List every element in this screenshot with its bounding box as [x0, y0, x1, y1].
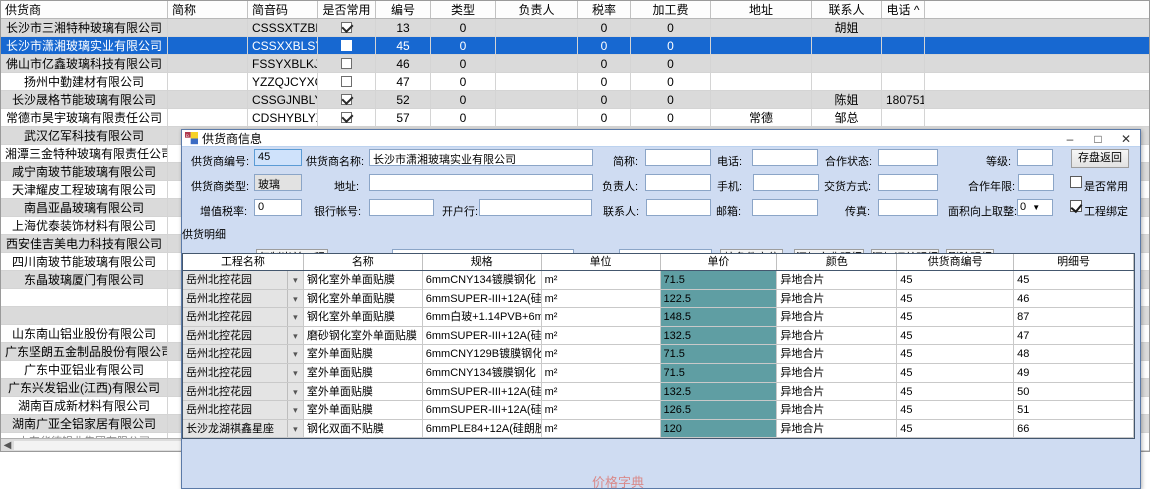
svg-text:D: D [186, 132, 189, 137]
